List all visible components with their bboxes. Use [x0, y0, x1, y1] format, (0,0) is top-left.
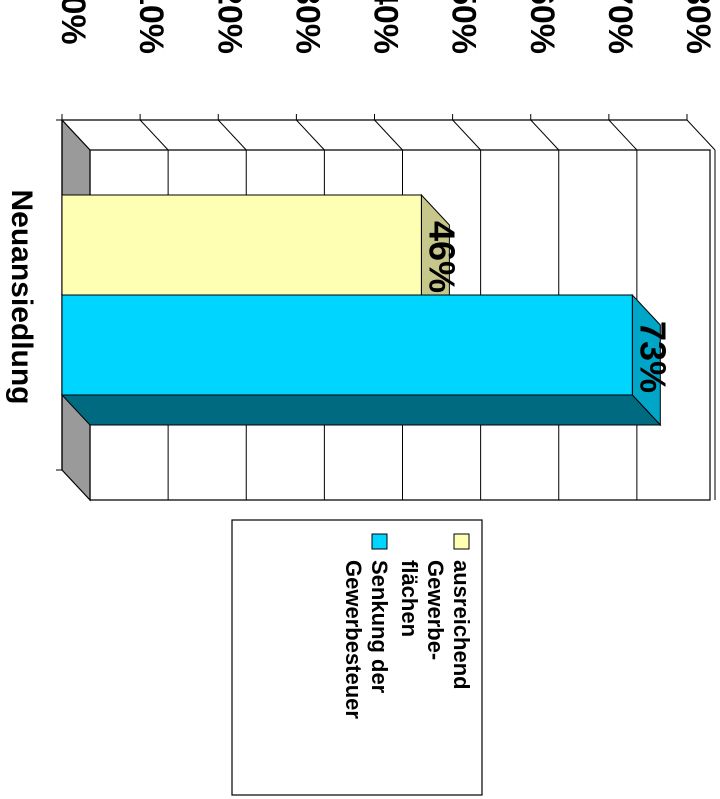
legend-box [231, 519, 483, 796]
legend-swatch [453, 533, 470, 550]
tick-label: 60% [523, 0, 561, 54]
bar-front-face [61, 294, 633, 396]
data-label: 73% [632, 321, 673, 393]
tick-label: 50% [445, 0, 483, 54]
legend-label: Senkung der [367, 560, 392, 694]
grid-depth-line [608, 119, 638, 151]
legend-label: ausreichend [449, 560, 474, 690]
bar-front-face [61, 194, 422, 296]
tick-label: 20% [210, 0, 248, 54]
grid-depth-line [686, 119, 716, 151]
grid-depth-line [452, 119, 481, 151]
bars [60, 193, 662, 427]
grid-depth-line [296, 119, 325, 151]
tick-label: 30% [288, 0, 326, 54]
grid-depth-line [530, 119, 560, 151]
grid-depth-line [139, 119, 169, 151]
value-axis-ticks: 0% 10% 20% 30% 40% 50% 60% 70% 80% [54, 0, 717, 471]
tick-label: 40% [367, 0, 405, 54]
tick-label: 10% [132, 0, 170, 54]
bar-bottom-face [60, 394, 662, 426]
data-label: 46% [421, 221, 462, 293]
legend-swatch [371, 533, 388, 550]
tick-label: 70% [601, 0, 639, 54]
tick-label: 0% [54, 0, 92, 45]
grid-depth-line [374, 119, 403, 151]
tick-label: 80% [679, 0, 717, 54]
category-label: Neuansiedlung [5, 189, 38, 404]
bar-senkung-gewerbesteuer [60, 293, 662, 427]
legend-label: flächen [397, 560, 422, 637]
data-labels: 46% 73% [421, 221, 673, 393]
legend-label: Gewerbesteuer [341, 560, 366, 719]
grid-depth-line [217, 119, 247, 151]
legend-label: Gewerbe- [423, 560, 448, 660]
